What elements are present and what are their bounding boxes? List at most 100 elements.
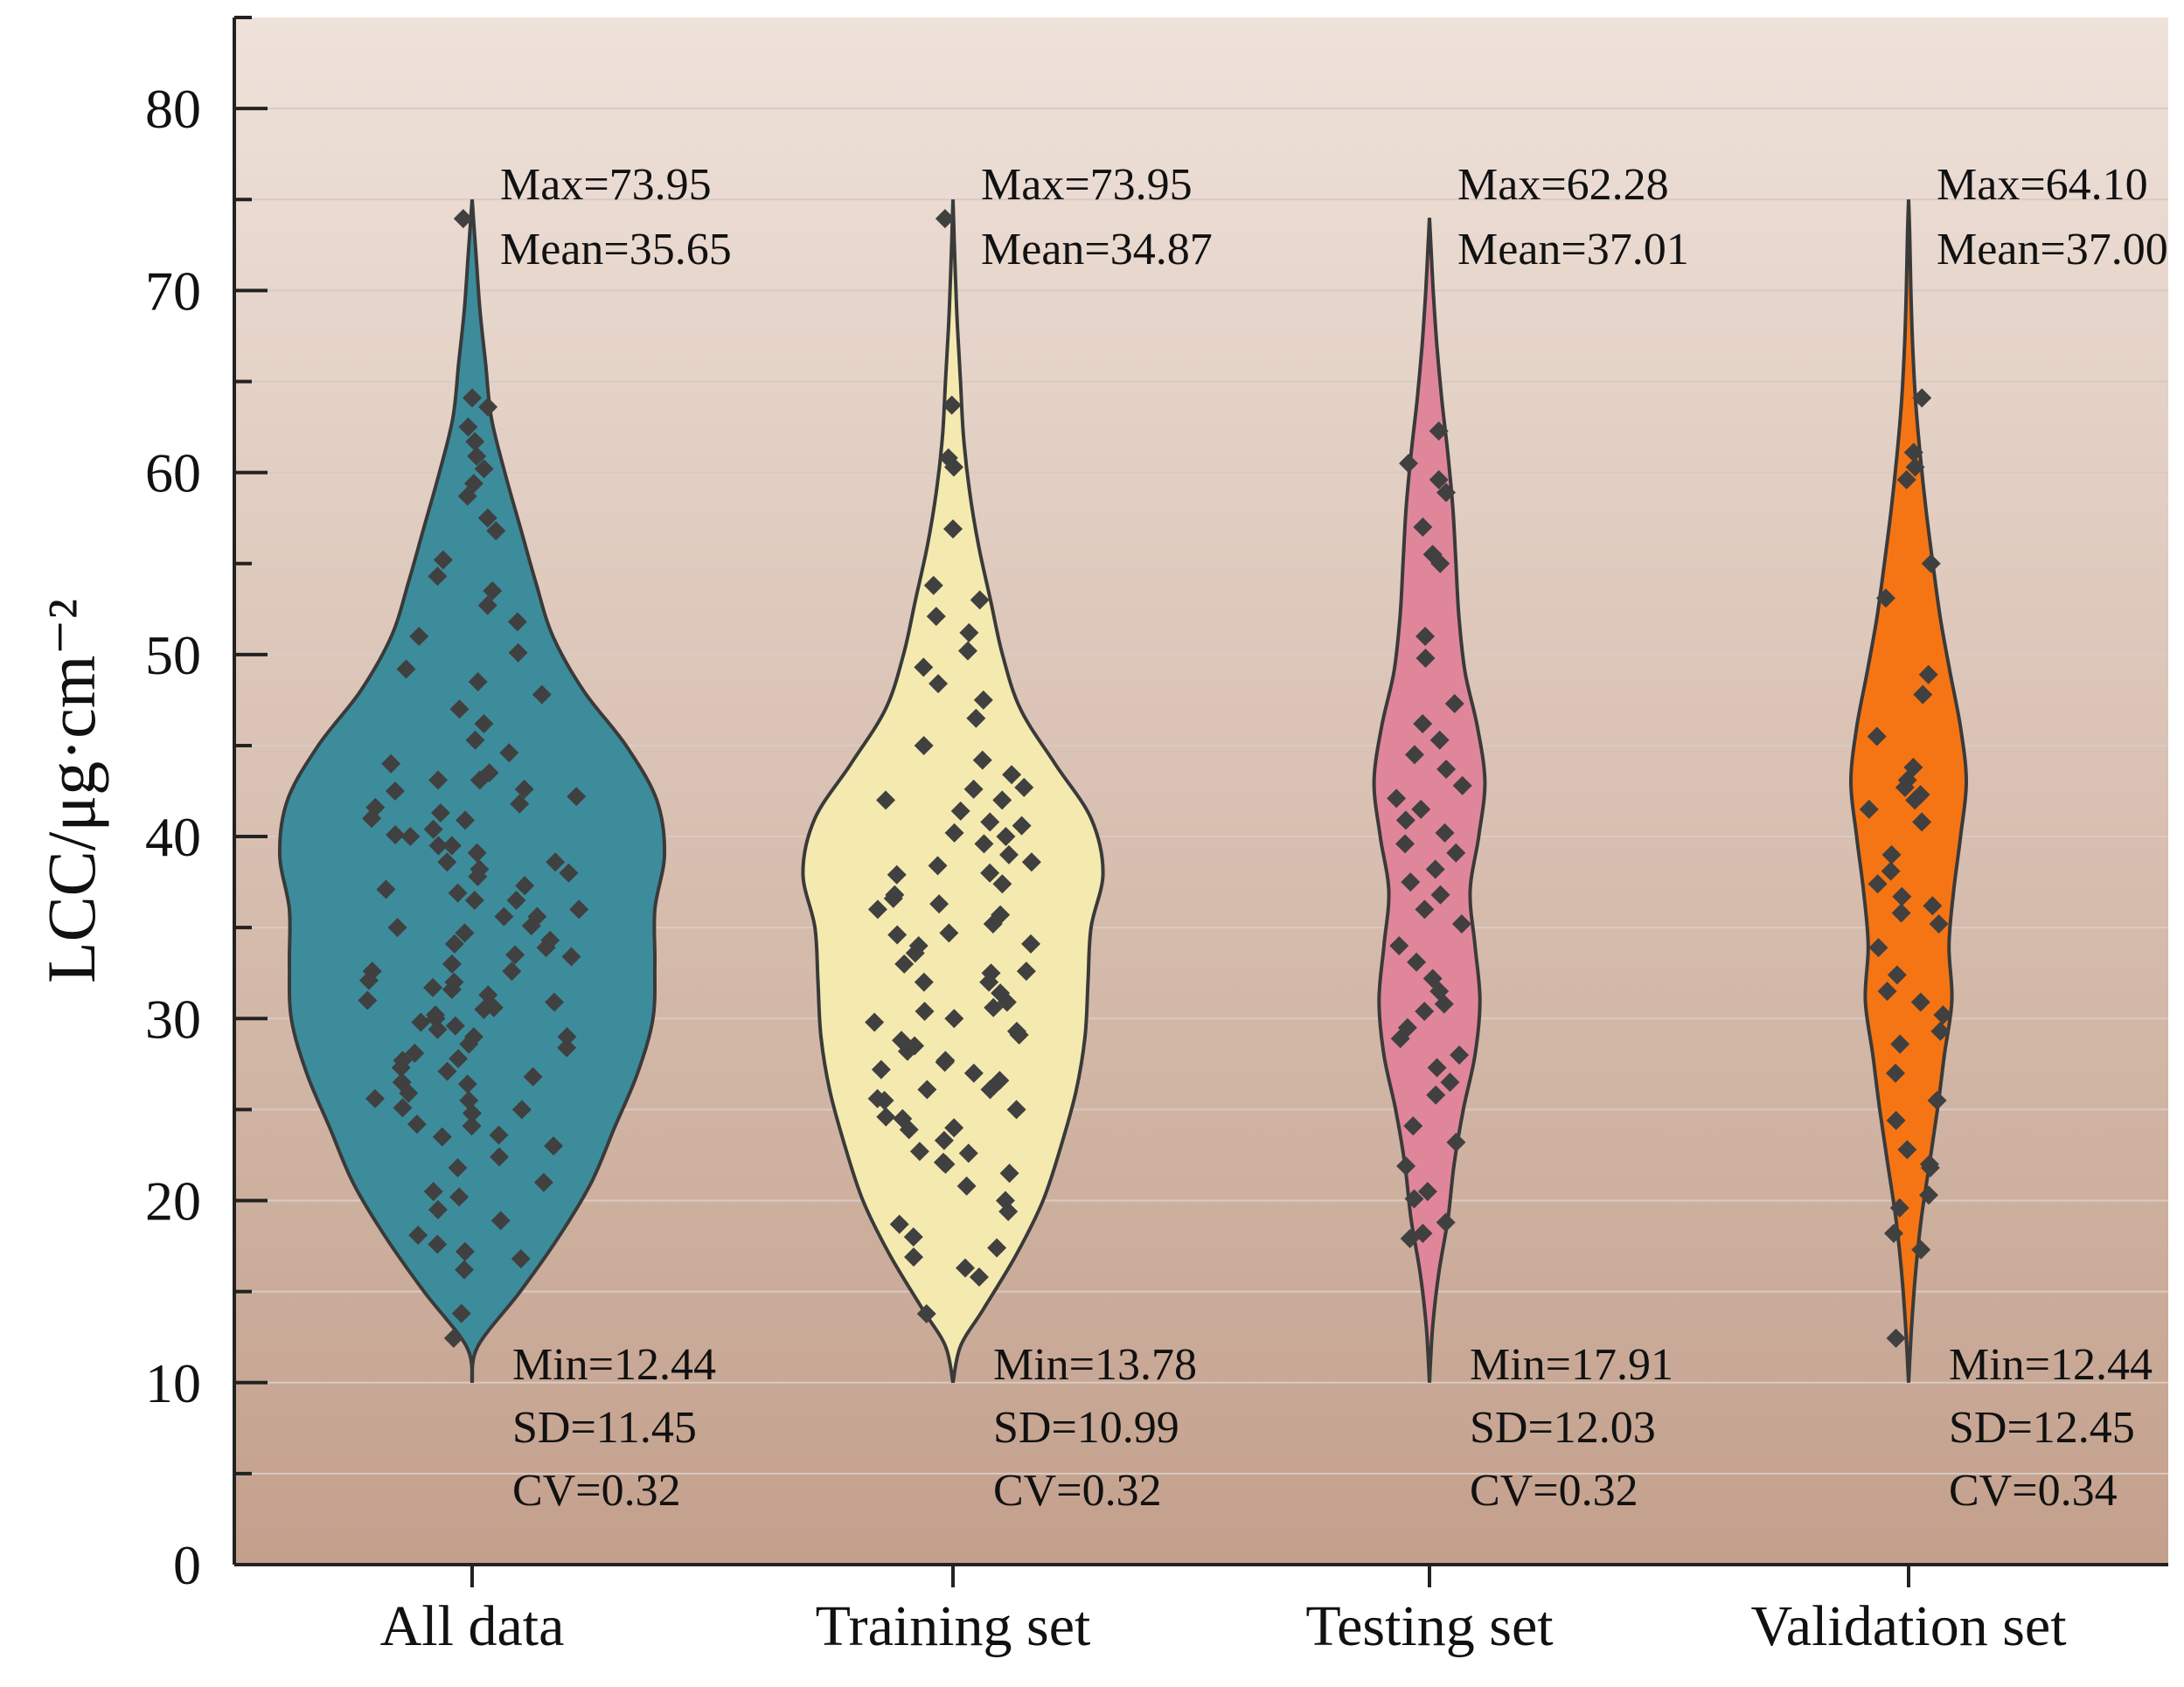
stat-label: Mean=34.87 <box>981 225 1213 274</box>
stat-label: CV=0.34 <box>1949 1466 2118 1516</box>
data-point <box>1021 852 1041 872</box>
data-point <box>867 899 887 920</box>
data-point <box>486 521 506 541</box>
data-point <box>392 1073 412 1093</box>
axes: 0 10 20 30 40 50 60 70 80 <box>145 16 2168 1596</box>
data-point <box>465 730 485 750</box>
data-point <box>1429 982 1450 1002</box>
data-point <box>1021 934 1041 954</box>
data-point <box>963 779 984 799</box>
stat-label: Min=17.91 <box>1470 1340 1673 1390</box>
data-point <box>511 1100 532 1120</box>
data-point <box>448 883 468 903</box>
data-point <box>1921 553 1941 573</box>
data-point <box>1415 627 1436 646</box>
data-point <box>1912 812 1932 832</box>
data-point <box>944 1118 964 1138</box>
data-point <box>929 894 949 914</box>
data-point <box>386 824 406 844</box>
data-point <box>1006 1100 1026 1120</box>
data-point <box>444 934 464 954</box>
data-point <box>1446 843 1466 863</box>
data-point <box>511 1249 531 1269</box>
data-point <box>1002 765 1022 785</box>
data-point <box>393 1051 413 1071</box>
data-point <box>914 657 934 677</box>
stat-label: Min=12.44 <box>1949 1340 2153 1390</box>
data-point <box>478 397 498 417</box>
y-tick-label: 30 <box>145 988 201 1050</box>
data-point <box>411 1012 431 1032</box>
stat-label: CV=0.32 <box>993 1466 1162 1516</box>
data-point <box>883 888 903 908</box>
stat-label: CV=0.32 <box>512 1466 681 1516</box>
data-point <box>1422 968 1443 989</box>
data-point <box>428 770 449 790</box>
data-point <box>1396 1156 1416 1176</box>
data-point <box>1436 1212 1456 1232</box>
violin-training-set <box>801 199 1105 1384</box>
x-tick-label: All data <box>380 1594 565 1658</box>
data-point <box>1867 726 1887 746</box>
data-point <box>914 735 934 755</box>
data-point <box>966 708 986 728</box>
data-point <box>527 906 547 927</box>
data-point <box>1930 1021 1951 1041</box>
data-point <box>540 930 560 950</box>
data-point <box>1905 457 1925 477</box>
data-point <box>987 1238 1007 1258</box>
data-point <box>467 843 487 863</box>
y-tick-label: 70 <box>145 260 201 322</box>
data-point <box>996 827 1016 847</box>
stat-label: Max=64.10 <box>1937 160 2148 210</box>
data-point <box>887 864 907 885</box>
data-point <box>400 827 421 847</box>
data-point <box>557 1038 577 1058</box>
data-point <box>1415 1001 1435 1021</box>
data-point <box>944 1009 964 1029</box>
data-point <box>959 622 979 642</box>
data-point <box>448 1158 468 1178</box>
data-point <box>423 1182 443 1202</box>
data-point <box>463 474 483 494</box>
data-point <box>477 595 497 615</box>
data-point <box>905 1036 925 1056</box>
stat-label: Mean=37.00 <box>1937 225 2168 274</box>
data-point <box>569 899 589 920</box>
data-point <box>483 997 504 1017</box>
data-point <box>939 923 959 943</box>
data-point <box>991 983 1011 1003</box>
data-point <box>1417 1182 1437 1202</box>
data-point <box>376 879 396 899</box>
data-point <box>458 417 478 437</box>
data-point <box>923 575 943 595</box>
data-point <box>1887 965 1907 985</box>
data-point <box>474 713 494 733</box>
data-point <box>502 962 522 982</box>
data-point <box>894 954 915 974</box>
data-point <box>1918 664 1938 684</box>
data-point <box>1436 482 1456 503</box>
data-point <box>381 753 401 774</box>
data-point <box>387 918 407 938</box>
data-point <box>428 1199 448 1219</box>
violin-all-data <box>277 199 667 1384</box>
data-point <box>992 790 1012 810</box>
data-point <box>1399 454 1419 474</box>
data-point <box>1413 1224 1433 1244</box>
data-point <box>1889 1198 1909 1218</box>
data-point <box>909 1142 929 1162</box>
data-point <box>1435 823 1455 843</box>
x-tick-label: Training set <box>816 1594 1091 1658</box>
data-point <box>499 743 519 763</box>
data-point <box>1892 886 1912 906</box>
data-point <box>442 954 462 974</box>
data-point <box>917 1080 937 1100</box>
data-point <box>445 1016 465 1036</box>
data-point <box>942 395 962 415</box>
stat-label: SD=12.45 <box>1949 1403 2135 1453</box>
data-point <box>455 1241 475 1261</box>
data-point <box>1896 469 1916 489</box>
data-point <box>508 642 528 663</box>
